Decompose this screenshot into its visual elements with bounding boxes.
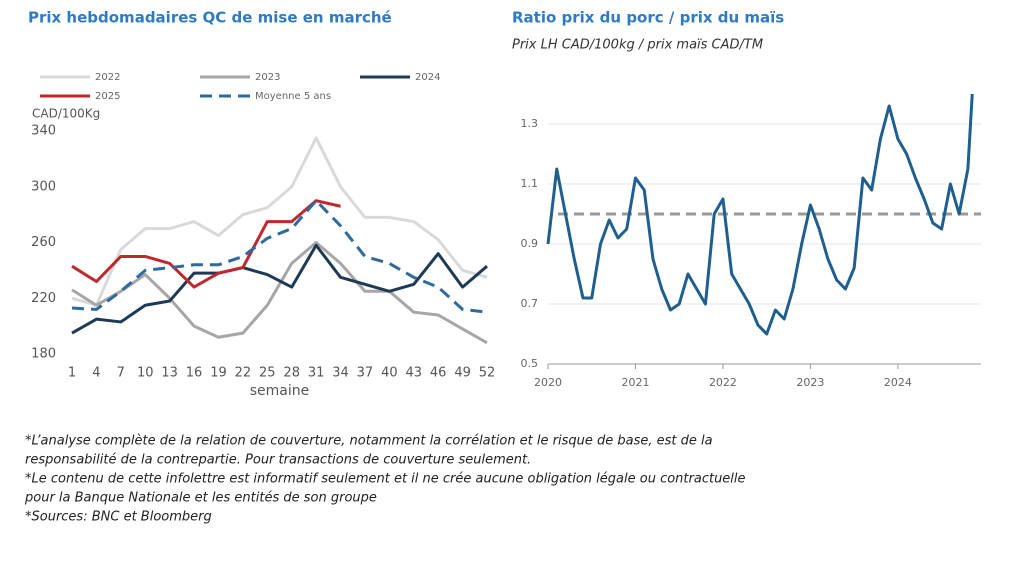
x-tick-label: 19 bbox=[210, 366, 227, 381]
series-line bbox=[71, 243, 488, 335]
y-tick-label: 260 bbox=[31, 235, 56, 250]
x-tick-label: 13 bbox=[161, 366, 178, 381]
legend-label: Moyenne 5 ans bbox=[255, 91, 331, 102]
footnote: *L’analyse complète de la relation de co… bbox=[25, 434, 713, 449]
x-tick-label: 22 bbox=[235, 366, 252, 381]
x-tick-label: 2024 bbox=[884, 376, 912, 389]
y-tick-label: 0.7 bbox=[521, 297, 539, 310]
x-tick-label: 31 bbox=[308, 366, 325, 381]
x-tick-label: 34 bbox=[332, 366, 349, 381]
x-tick-label: 37 bbox=[357, 366, 374, 381]
y-tick-label: 340 bbox=[31, 124, 56, 139]
series-line bbox=[71, 241, 488, 345]
y-tick-label: 220 bbox=[31, 291, 56, 306]
series-line bbox=[71, 199, 341, 289]
chart-subtitle: Prix LH CAD/100kg / prix maïs CAD/TM bbox=[512, 38, 763, 53]
y-tick-label: 0.5 bbox=[521, 357, 539, 370]
legend-label: 2023 bbox=[255, 72, 280, 83]
x-tick-label: 2021 bbox=[621, 376, 649, 389]
x-tick-label: 40 bbox=[381, 366, 398, 381]
footnote: responsabilité de la contrepartie. Pour … bbox=[25, 453, 531, 468]
x-tick-label: 28 bbox=[283, 366, 300, 381]
y-axis-label: CAD/100Kg bbox=[32, 107, 100, 121]
x-tick-label: 4 bbox=[92, 366, 100, 381]
x-tick-label: 1 bbox=[68, 366, 76, 381]
x-tick-label: 52 bbox=[479, 366, 496, 381]
legend-label: 2025 bbox=[95, 91, 120, 102]
x-tick-label: 2020 bbox=[534, 376, 562, 389]
y-tick-label: 180 bbox=[31, 347, 56, 362]
x-tick-label: 16 bbox=[186, 366, 203, 381]
x-tick-label: 25 bbox=[259, 366, 276, 381]
y-tick-label: 1.3 bbox=[521, 117, 539, 130]
x-tick-label: 2023 bbox=[796, 376, 824, 389]
y-tick-label: 0.9 bbox=[521, 237, 539, 250]
legend-label: 2022 bbox=[95, 72, 120, 83]
x-tick-label: 43 bbox=[405, 366, 422, 381]
footnote: *Sources: BNC et Bloomberg bbox=[25, 510, 212, 525]
x-axis-label: semaine bbox=[250, 383, 310, 399]
ratio-line bbox=[546, 93, 974, 336]
legend-label: 2024 bbox=[415, 72, 440, 83]
x-tick-label: 10 bbox=[137, 366, 154, 381]
y-tick-label: 300 bbox=[31, 179, 56, 194]
footnote: pour la Banque Nationale et les entités … bbox=[24, 491, 377, 506]
series-line bbox=[71, 136, 488, 307]
x-tick-label: 7 bbox=[117, 366, 125, 381]
chart-title: Ratio prix du porc / prix du maïs bbox=[512, 9, 784, 27]
x-tick-label: 2022 bbox=[709, 376, 737, 389]
series-line bbox=[71, 199, 488, 314]
chart-title: Prix hebdomadaires QC de mise en marché bbox=[28, 9, 392, 27]
footnote: *Le contenu de cette infolettre est info… bbox=[25, 472, 746, 487]
x-tick-label: 49 bbox=[454, 366, 471, 381]
x-tick-label: 46 bbox=[430, 366, 447, 381]
y-tick-label: 1.1 bbox=[521, 177, 539, 190]
